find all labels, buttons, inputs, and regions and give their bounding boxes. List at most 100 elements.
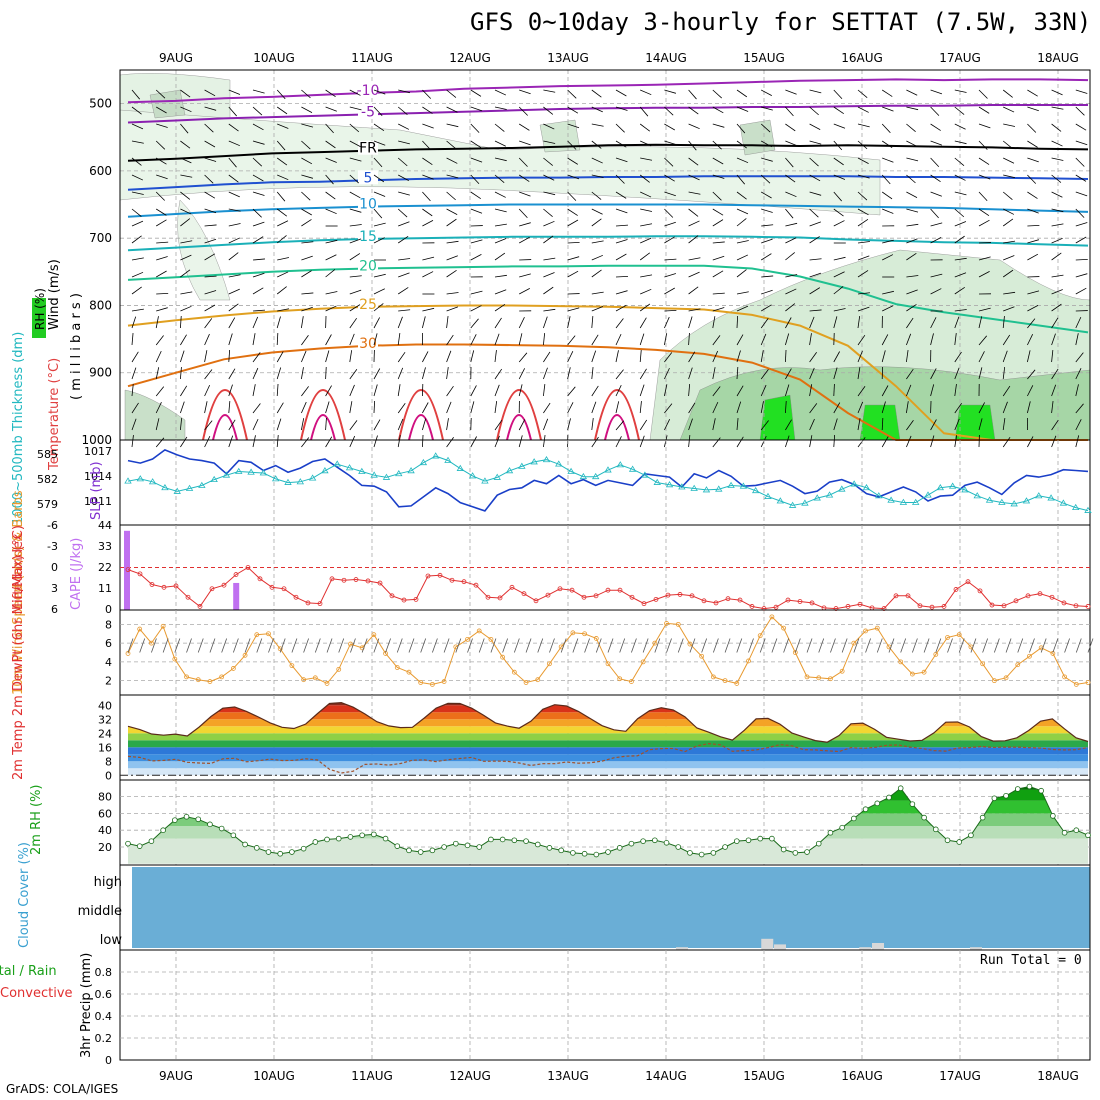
wind-barb	[131, 106, 142, 115]
wind-barb	[180, 334, 187, 346]
wind-barb	[640, 140, 652, 147]
isotherm-20	[127, 264, 1089, 334]
wind-point	[675, 621, 681, 627]
wind-barb-10m	[513, 638, 520, 653]
wind-barb	[1027, 106, 1039, 112]
wind-barb	[518, 317, 525, 329]
wind-barb	[882, 106, 894, 112]
wind-barb	[397, 403, 406, 414]
upper-ytick-label: 800	[89, 298, 112, 312]
thickness-point	[1035, 492, 1043, 499]
wind-barb	[736, 106, 749, 112]
wind-barb	[688, 271, 700, 278]
thickness-point	[444, 456, 452, 463]
wind-barb	[833, 208, 844, 217]
wind-barb	[180, 350, 185, 363]
rh-point	[628, 840, 635, 847]
wind-barb-10m	[654, 638, 661, 653]
wind-point	[874, 625, 880, 631]
li-point	[725, 596, 731, 602]
ylabel-rh2m: 2m RH (%)	[29, 784, 44, 855]
wind-barb	[615, 436, 622, 448]
wind-barb	[156, 241, 169, 244]
wind-barb	[349, 401, 353, 414]
rh-point	[874, 800, 881, 807]
thickness-line	[127, 455, 1089, 512]
thickness-point	[1084, 506, 1092, 513]
wind-barb	[664, 157, 674, 167]
thickness-point	[678, 483, 686, 490]
wind-barb	[204, 106, 217, 111]
wind-barb	[446, 89, 457, 98]
upper-ytick-label: 1000	[81, 433, 112, 447]
wind-barb	[688, 418, 693, 431]
wind-barb	[518, 106, 528, 116]
wind-barb	[470, 174, 480, 185]
thickness-point	[591, 472, 600, 480]
thickness-point	[751, 486, 760, 494]
bottom-date-label: 16AUG	[841, 1069, 883, 1083]
wind-barb	[906, 304, 917, 312]
wind-barb	[954, 191, 967, 196]
wind-barb	[543, 367, 548, 380]
wind-barb	[639, 384, 645, 397]
rh-point	[815, 840, 822, 847]
wind-barb	[156, 307, 168, 312]
thickness-point	[136, 475, 145, 482]
wind-barb	[131, 316, 137, 329]
wind-barb	[349, 123, 360, 133]
isotherm-label-bg	[358, 335, 378, 350]
wind-barb	[156, 174, 168, 180]
li-point	[221, 582, 227, 588]
wind-barb	[785, 174, 796, 183]
li-point	[545, 592, 551, 598]
rh-point	[979, 814, 986, 821]
wind-barb	[155, 402, 162, 414]
wind-point	[734, 681, 740, 686]
wind-barb	[373, 174, 385, 183]
wind-barb	[446, 401, 452, 414]
wind-barb	[833, 435, 836, 448]
wind-barb	[204, 253, 216, 261]
wind-barb	[277, 220, 289, 227]
wind-point	[394, 665, 400, 670]
wind-barb	[180, 436, 188, 448]
ylabel-temp2m: 2m Temp 2m DewPt (6hr Min/Max) (°C)	[11, 525, 26, 780]
wind-barb	[518, 157, 528, 167]
wind-barb	[978, 256, 991, 261]
thickness-point	[407, 467, 415, 474]
wind-barb	[615, 191, 627, 199]
wind-barb	[591, 316, 594, 329]
wind-barb	[543, 351, 551, 363]
wind-barb	[906, 123, 916, 133]
wind-barb	[881, 174, 891, 185]
wind-barb	[325, 418, 327, 431]
wind-barb	[204, 304, 216, 312]
precip-ytick-label: 0.8	[95, 966, 113, 979]
wind-barb	[228, 140, 241, 147]
low-cloud-bar	[859, 947, 872, 950]
wind-barb	[1027, 350, 1031, 363]
wind-barb	[785, 191, 797, 198]
rh-point	[710, 850, 717, 856]
cloud-panel: high middle low	[78, 864, 1091, 951]
wind-barb	[615, 89, 627, 97]
wind-barb	[519, 191, 531, 197]
wind-barb	[446, 123, 459, 128]
wind-point	[617, 676, 623, 682]
wind-barb	[373, 317, 380, 329]
wind-barb	[785, 140, 797, 146]
thickness-point	[911, 498, 920, 505]
temp-ytick-label: 8	[105, 755, 112, 768]
wind-barb	[1075, 191, 1088, 197]
wind-barb	[446, 191, 456, 201]
wind-barb	[494, 223, 507, 227]
wind-barb	[155, 418, 160, 431]
wind-barb	[446, 350, 452, 363]
wind-barb	[615, 253, 627, 261]
wind-barb	[760, 350, 764, 363]
wind-barb	[639, 333, 645, 346]
bottom-date-label: 9AUG	[159, 1069, 193, 1083]
rh-point	[207, 821, 213, 828]
thickness-point	[321, 467, 329, 474]
